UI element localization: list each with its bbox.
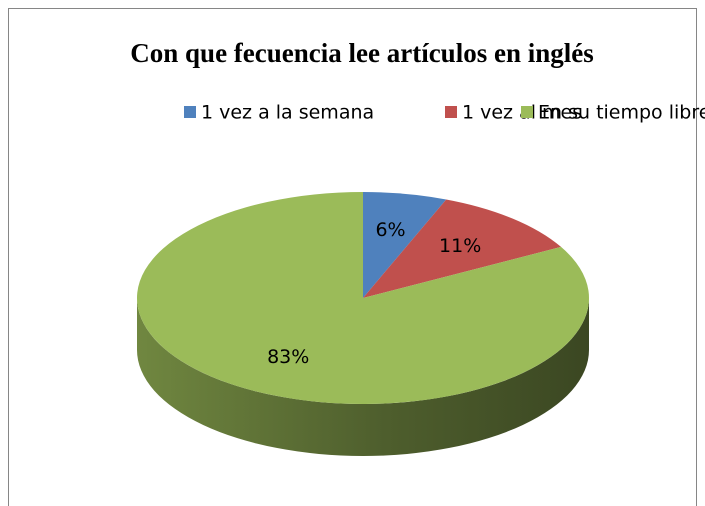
legend-swatch	[184, 106, 196, 118]
legend-swatch	[521, 106, 533, 118]
data-label: 6%	[375, 219, 405, 241]
data-label: 11%	[439, 235, 481, 257]
pie-slice	[136, 192, 590, 405]
legend-label: En su tiempo libre	[538, 102, 705, 124]
pie-side	[137, 298, 589, 456]
data-label: 83%	[267, 346, 309, 368]
legend-swatch	[445, 106, 457, 118]
legend-label: 1 vez a la semana	[201, 102, 374, 124]
pie-slice	[363, 199, 562, 298]
chart-title: Con que fecuencia lee artículos en inglé…	[130, 38, 593, 68]
pie-slice	[363, 192, 447, 298]
